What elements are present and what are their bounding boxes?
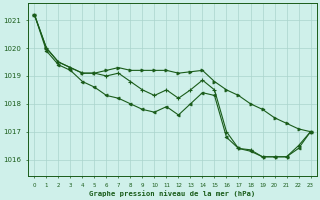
X-axis label: Graphe pression niveau de la mer (hPa): Graphe pression niveau de la mer (hPa) — [89, 190, 256, 197]
